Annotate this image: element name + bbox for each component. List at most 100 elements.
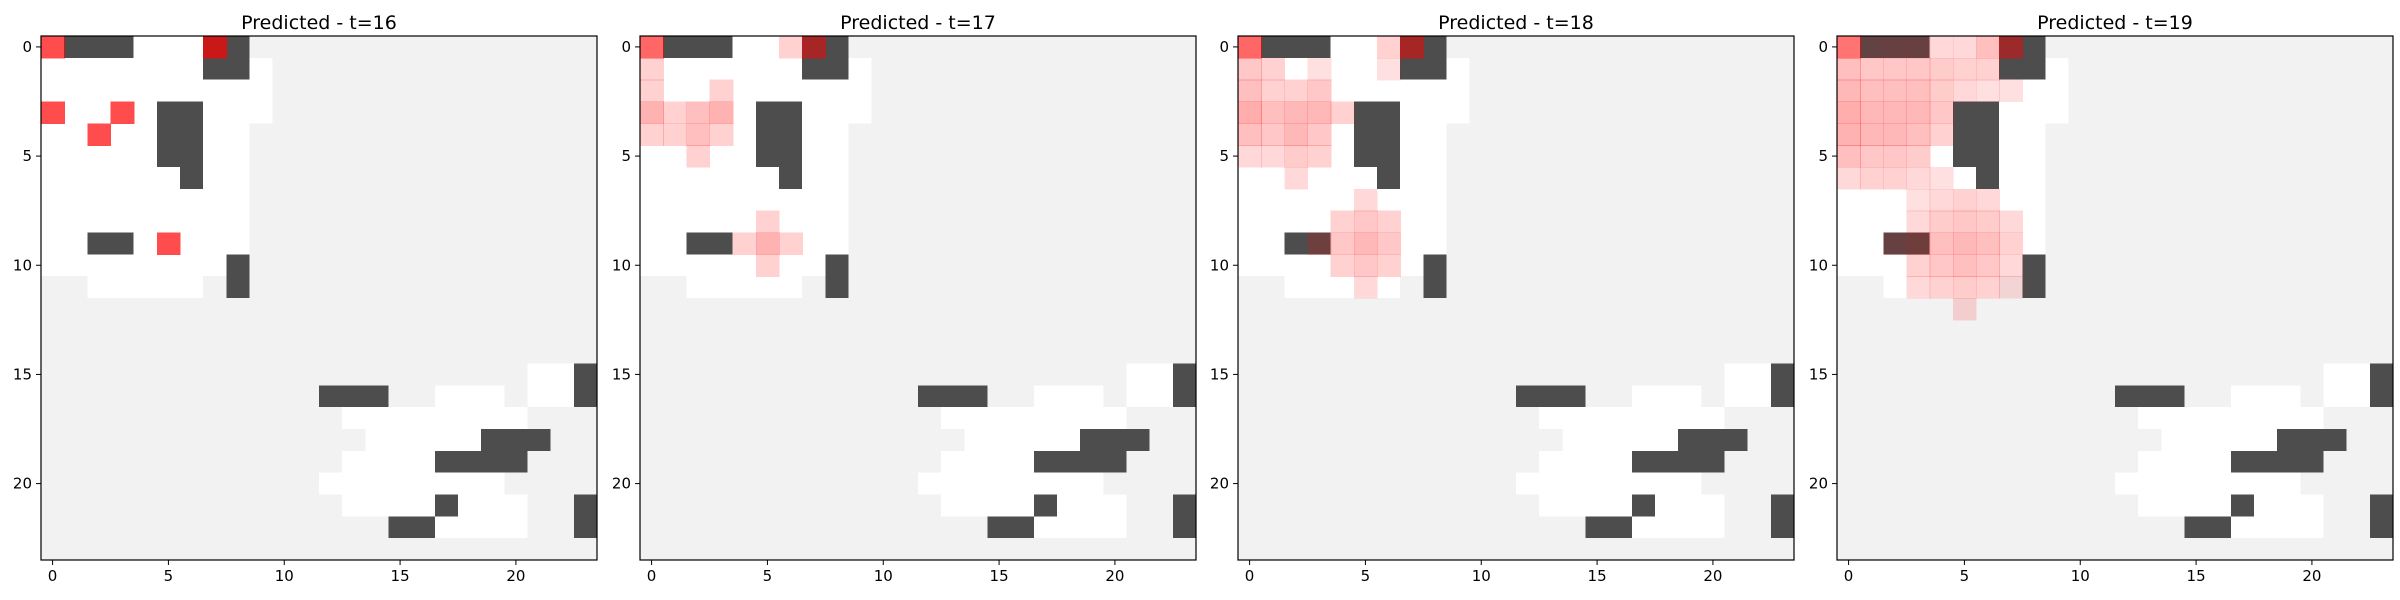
cell-free <box>249 101 274 124</box>
cell-unknown <box>1172 450 1197 474</box>
cell-unknown <box>779 538 803 561</box>
cell-unknown <box>941 36 965 59</box>
cell-unknown <box>2323 145 2348 168</box>
prediction-cell <box>1906 145 1931 168</box>
cell-unknown <box>1860 472 1884 496</box>
cell-free <box>180 276 204 299</box>
cell-free <box>64 101 88 124</box>
cell-free <box>133 57 158 81</box>
cell-free <box>848 79 873 103</box>
cell-unknown <box>1400 341 1424 365</box>
cell-unknown <box>2091 232 2116 255</box>
cell-unknown <box>342 36 366 59</box>
cell-obstacle <box>156 145 181 168</box>
cell-free <box>755 167 780 190</box>
cell-unknown <box>894 538 919 561</box>
cell-unknown <box>2207 385 2232 408</box>
cell-free <box>1423 145 1448 168</box>
cell-unknown <box>1701 472 1726 496</box>
cell-unknown <box>504 79 529 103</box>
cell-unknown <box>434 254 459 277</box>
cell-unknown <box>319 36 343 59</box>
cell-unknown <box>1906 319 1931 343</box>
cell-obstacle <box>1010 516 1035 539</box>
cell-free <box>1010 472 1035 496</box>
cell-free <box>802 232 826 255</box>
cell-unknown <box>2138 516 2162 539</box>
cell-unknown <box>2346 538 2371 561</box>
cell-unknown <box>1284 450 1309 474</box>
cell-unknown <box>2091 210 2116 234</box>
cell-free <box>1261 232 1285 255</box>
cell-unknown <box>2138 341 2162 365</box>
cell-obstacle <box>755 145 780 168</box>
cell-unknown <box>1860 385 1884 408</box>
cell-free <box>156 210 181 234</box>
cell-unknown <box>1701 254 1726 277</box>
cell-unknown <box>1701 123 1726 146</box>
cell-free <box>1080 407 1104 430</box>
cell-unknown <box>481 276 505 299</box>
cell-unknown <box>964 341 989 365</box>
cell-obstacle <box>1284 232 1309 255</box>
cell-unknown <box>871 210 896 234</box>
cell-unknown <box>319 363 343 386</box>
cell-unknown <box>64 363 88 386</box>
cell-unknown <box>2369 188 2394 212</box>
cell-unknown <box>2045 363 2070 386</box>
cell-free <box>2277 516 2301 539</box>
cell-unknown <box>1400 319 1424 343</box>
cell-free <box>709 57 734 81</box>
cell-unknown <box>918 101 942 124</box>
cell-unknown <box>1010 167 1035 190</box>
prediction-cell <box>1238 101 1262 124</box>
cell-free <box>1400 101 1424 124</box>
cell-free <box>709 79 734 103</box>
cell-unknown <box>2022 472 2047 496</box>
x-tick-label: 15 <box>2187 567 2206 585</box>
cell-free <box>1261 167 1285 190</box>
cell-unknown <box>779 472 803 496</box>
cell-unknown <box>2254 341 2278 365</box>
cell-unknown <box>2323 101 2348 124</box>
cell-unknown <box>2045 254 2070 277</box>
cell-free <box>434 385 459 408</box>
cell-free <box>1284 145 1309 168</box>
cell-unknown <box>640 341 664 365</box>
cell-unknown <box>1585 538 1610 561</box>
cell-free <box>2254 385 2278 408</box>
cell-unknown <box>1860 450 1884 474</box>
cell-unknown <box>1446 210 1471 234</box>
cell-free <box>2277 407 2301 430</box>
cell-unknown <box>1103 101 1128 124</box>
cell-unknown <box>1400 494 1424 517</box>
cell-free <box>1353 232 1378 255</box>
cell-free <box>2022 123 2047 146</box>
cell-free <box>755 79 780 103</box>
cell-unknown <box>1678 341 1702 365</box>
cell-unknown <box>458 538 482 561</box>
cell-obstacle <box>1701 429 1726 452</box>
cell-unknown <box>941 516 965 539</box>
cell-unknown <box>1261 298 1285 321</box>
cell-unknown <box>1149 101 1174 124</box>
cell-unknown <box>1724 79 1749 103</box>
cell-unknown <box>1033 145 1058 168</box>
prediction-cell <box>1999 36 2023 59</box>
cell-unknown <box>295 167 320 190</box>
cell-unknown <box>1080 167 1104 190</box>
cell-obstacle <box>1608 516 1633 539</box>
x-tick-label: 0 <box>1844 567 1854 585</box>
cell-unknown <box>1724 232 1749 255</box>
cell-unknown <box>2138 57 2162 81</box>
cell-free <box>1952 210 1977 234</box>
cell-unknown <box>1724 319 1749 343</box>
cell-unknown <box>481 538 505 561</box>
cell-unknown <box>1837 538 1861 561</box>
cell-unknown <box>1446 538 1471 561</box>
prediction-cell <box>1284 123 1309 146</box>
cell-free <box>156 276 181 299</box>
cell-unknown <box>1608 538 1633 561</box>
y-tick-label: 5 <box>22 147 32 165</box>
